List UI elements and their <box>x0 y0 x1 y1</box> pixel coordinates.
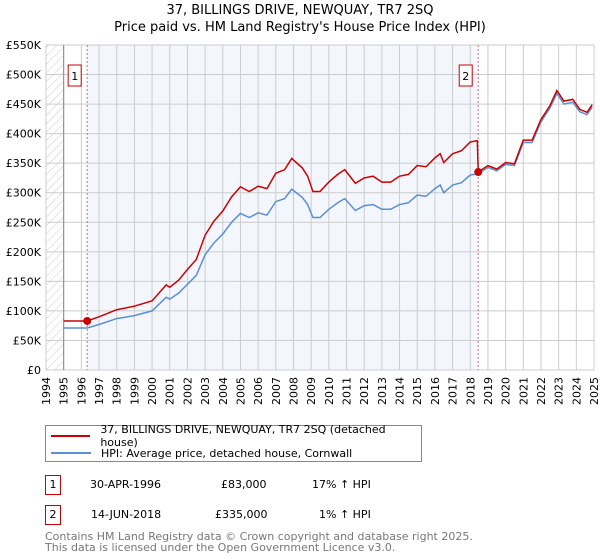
sale-hpi-diff: 17% ↑ HPI <box>312 478 371 491</box>
x-tick-label: 2014 <box>394 377 407 405</box>
x-tick-label: 1996 <box>75 377 88 405</box>
x-tick-label: 2023 <box>553 377 566 405</box>
x-tick-label: 2000 <box>146 377 159 405</box>
x-tick-label: 1995 <box>58 377 71 405</box>
y-tick-label: £400K <box>6 128 42 141</box>
legend-label: 37, BILLINGS DRIVE, NEWQUAY, TR7 2SQ (de… <box>100 423 386 449</box>
x-tick-label: 2017 <box>447 377 460 405</box>
x-tick-label: 1998 <box>111 377 124 405</box>
sale-marker: 2 <box>45 505 61 525</box>
y-tick-label: £50K <box>13 334 42 347</box>
sale-row: 2 14-JUN-2018 £335,000 1% ↑ HPI <box>45 505 445 525</box>
pre-data-hatch <box>46 45 64 370</box>
x-tick-label: 2019 <box>482 377 495 405</box>
footer-licence: This data is licensed under the Open Gov… <box>45 541 396 554</box>
x-tick-label: 2009 <box>305 377 318 405</box>
sale-point <box>474 168 483 177</box>
x-tick-label: 2016 <box>429 377 442 405</box>
y-tick-label: £200K <box>6 246 42 259</box>
chart-legend: 37, BILLINGS DRIVE, NEWQUAY, TR7 2SQ (de… <box>45 423 422 462</box>
chart-subtitle: Price paid vs. HM Land Registry's House … <box>114 20 486 35</box>
x-tick-label: 2008 <box>287 377 300 405</box>
x-tick-label: 2007 <box>270 377 283 405</box>
legend-item-property: 37, BILLINGS DRIVE, NEWQUAY, TR7 2SQ (de… <box>51 423 421 449</box>
x-tick-label: 2020 <box>500 377 513 405</box>
x-tick-label: 2011 <box>341 377 354 405</box>
sale-date: 14-JUN-2018 <box>91 508 162 521</box>
x-tick-label: 2002 <box>181 377 194 405</box>
ownership-shade <box>87 45 479 370</box>
sale-marker-box <box>67 64 82 87</box>
sale-point <box>83 316 92 325</box>
sale-marker: 1 <box>45 475 61 495</box>
x-tick-label: 1999 <box>128 377 141 405</box>
x-tick-label: 2004 <box>217 377 230 405</box>
x-tick-label: 2001 <box>164 377 177 405</box>
x-tick-label: 2018 <box>464 377 477 405</box>
x-tick-label: 2013 <box>376 377 389 405</box>
x-tick-label: 2024 <box>570 377 583 405</box>
x-tick-label: 1994 <box>40 377 53 405</box>
x-tick-label: 1997 <box>93 377 106 405</box>
y-tick-label: £150K <box>6 275 42 288</box>
property-price-line <box>63 88 593 322</box>
x-tick-label: 2025 <box>588 377 600 405</box>
sale-marker-label: 2 <box>462 70 469 83</box>
y-tick-label: £0 <box>27 364 41 377</box>
y-tick-label: £350K <box>6 157 42 170</box>
x-tick-label: 2005 <box>234 377 247 405</box>
x-tick-label: 2015 <box>411 377 424 405</box>
sale-row: 1 30-APR-1996 £83,000 17% ↑ HPI <box>45 475 445 495</box>
legend-item-hpi: HPI: Average price, detached house, Corn… <box>51 445 352 461</box>
x-tick-label: 2003 <box>199 377 212 405</box>
x-tick-label: 2006 <box>252 377 265 405</box>
sale-price: £83,000 <box>221 478 267 491</box>
sale-date: 30-APR-1996 <box>90 478 162 491</box>
sale-marker-box <box>458 64 473 87</box>
y-tick-label: £100K <box>6 305 42 318</box>
sale-price: £335,000 <box>215 508 268 521</box>
y-tick-label: £550K <box>6 39 42 52</box>
y-tick-label: £500K <box>6 69 42 82</box>
chart-title: 37, BILLINGS DRIVE, NEWQUAY, TR7 2SQ <box>166 3 434 18</box>
y-tick-label: £450K <box>6 98 42 111</box>
x-tick-label: 2012 <box>358 377 371 405</box>
sale-hpi-diff: 1% ↑ HPI <box>319 508 371 521</box>
y-tick-label: £300K <box>6 187 42 200</box>
sale-marker-label: 1 <box>71 70 78 83</box>
legend-label: HPI: Average price, detached house, Corn… <box>101 446 353 460</box>
footer-copyright: Contains HM Land Registry data © Crown c… <box>45 530 473 543</box>
x-tick-label: 2010 <box>323 377 336 405</box>
price-chart: 1994 1995 1996 1997 1998 1999 2000 2001 2002 2003… <box>6 39 600 405</box>
y-tick-label: £250K <box>6 216 42 229</box>
x-tick-label: 2021 <box>517 377 530 405</box>
x-tick-label: 2022 <box>535 377 548 405</box>
